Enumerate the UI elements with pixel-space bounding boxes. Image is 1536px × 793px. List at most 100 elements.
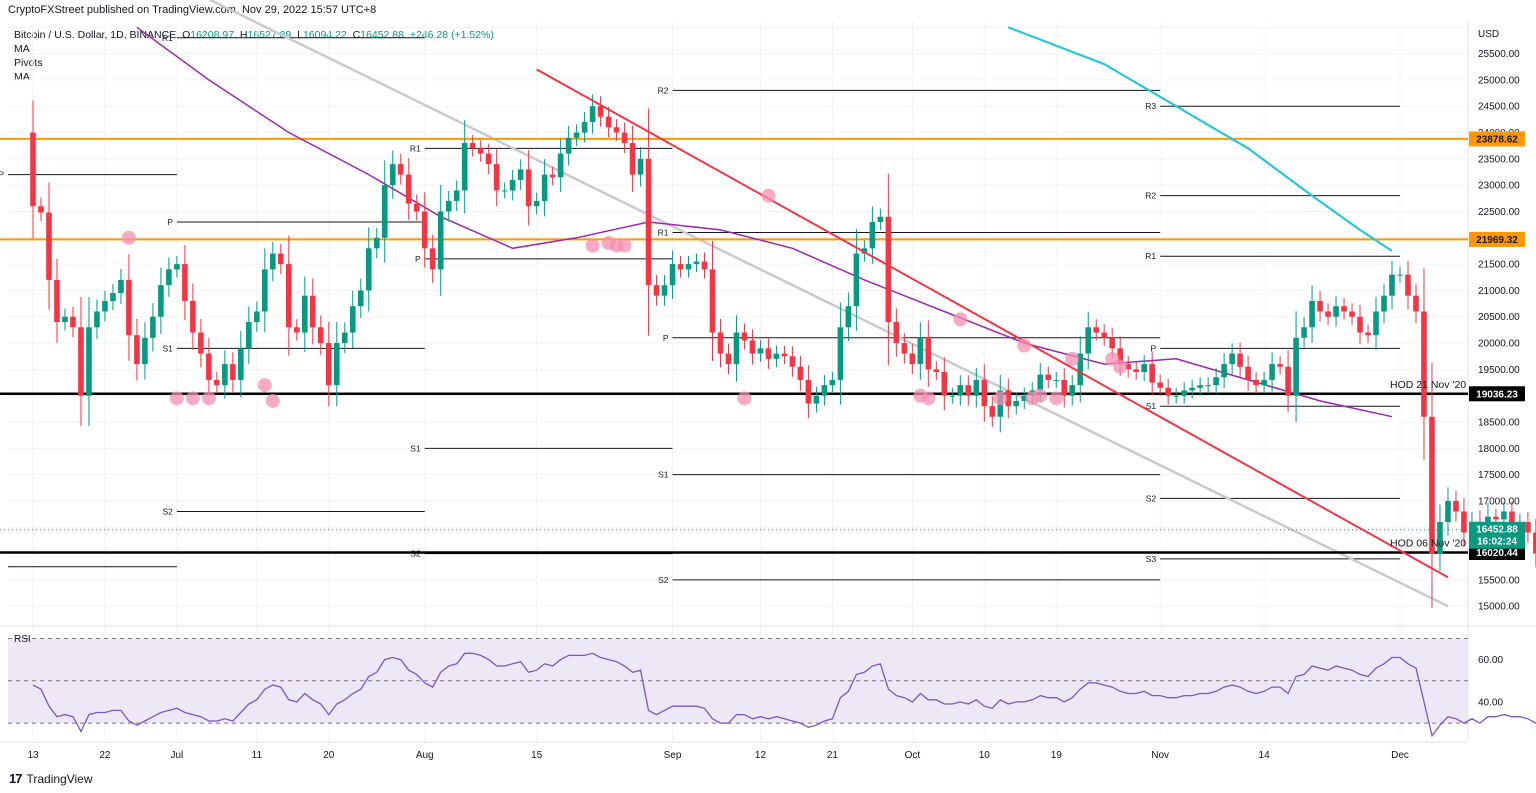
symbol-title[interactable]: Bitcoin / U.S. Dollar, 1D, BINANCE (14, 29, 177, 41)
touch-marker (617, 238, 632, 253)
last-price-tag-label: 16452.88 (1476, 525, 1518, 536)
indicator-pivots[interactable]: Pivots (14, 57, 43, 69)
candle (142, 337, 148, 365)
candle (645, 158, 652, 286)
candle (102, 300, 108, 312)
candle (62, 316, 68, 322)
candle (485, 153, 492, 165)
candle (717, 332, 724, 354)
candle (1509, 511, 1515, 522)
candle (174, 264, 180, 270)
candle (741, 332, 748, 341)
time-tick-label: 22 (99, 750, 111, 761)
pivot-label-p: P (0, 170, 4, 180)
candle (206, 353, 212, 380)
candle (1045, 374, 1052, 380)
candle (1037, 374, 1044, 391)
candle (1181, 390, 1187, 396)
candle (38, 206, 44, 213)
candle (1085, 327, 1092, 354)
candle (989, 406, 996, 417)
candle (773, 353, 780, 359)
annotation-hod-06-nov: HOD 06 Nov '20 (1390, 538, 1466, 550)
candle (605, 116, 612, 128)
candle (1445, 500, 1451, 522)
candle (829, 379, 836, 386)
price-tick-label: 25000.00 (1478, 75, 1520, 86)
candle (1493, 516, 1499, 520)
low-label: L (297, 29, 303, 41)
price-tick-label: 15500.00 (1478, 575, 1520, 586)
open-label: O (182, 29, 191, 41)
candle (1237, 353, 1243, 367)
candle (1021, 395, 1028, 401)
time-tick-label: 13 (27, 750, 39, 761)
time-tick-label: 20 (323, 750, 335, 761)
candle (134, 335, 140, 365)
pivot-label-s2: S2 (1146, 493, 1157, 503)
candle (1261, 379, 1267, 386)
candle (533, 200, 540, 207)
touch-marker (201, 391, 216, 406)
pivot-label-p: P (167, 217, 173, 227)
candle (182, 264, 188, 301)
indicator-ma-1[interactable]: MA (14, 43, 30, 55)
price-axis-tag (1469, 545, 1525, 561)
candle (1501, 511, 1507, 520)
candle (190, 300, 196, 333)
candle (1157, 382, 1163, 388)
candle (1125, 364, 1131, 370)
price-tick-label: 18500.00 (1478, 418, 1520, 429)
touch-marker (121, 230, 136, 245)
candle (1133, 369, 1139, 372)
touch-marker (265, 393, 280, 408)
candle (1253, 379, 1259, 386)
candle (541, 174, 548, 201)
candle (1533, 532, 1536, 554)
candle (94, 311, 100, 328)
tradingview-brand[interactable]: 17 TradingView (9, 771, 93, 786)
candle (1173, 395, 1179, 397)
candle (805, 379, 812, 404)
candle (294, 327, 300, 333)
price-axis-tag-label: 21969.32 (1476, 235, 1518, 246)
touch-marker (1017, 338, 1032, 353)
candle (1069, 385, 1076, 396)
candle (957, 385, 964, 396)
candle (1349, 311, 1355, 317)
candle (278, 253, 284, 265)
candle (1077, 353, 1084, 386)
touch-marker (1033, 388, 1048, 403)
candle (1381, 295, 1387, 312)
candle (1317, 300, 1323, 312)
touch-marker (257, 378, 272, 393)
touch-marker (953, 312, 968, 327)
candle (965, 385, 972, 396)
candle (909, 353, 916, 365)
candle (1221, 364, 1227, 378)
candle (477, 148, 484, 154)
candle (1461, 511, 1467, 533)
candle (270, 253, 276, 270)
candle (597, 106, 604, 117)
ma-line-cyan (1007, 26, 1393, 252)
candle (1061, 379, 1068, 396)
rsi-title: RSI (14, 634, 31, 645)
candle (853, 253, 860, 307)
candle (1309, 300, 1315, 328)
candle (1341, 306, 1347, 312)
candle (469, 143, 476, 149)
candle (1109, 337, 1116, 349)
candle (509, 179, 516, 191)
pivot-label-s3: S3 (1146, 554, 1157, 564)
candle (725, 353, 732, 365)
candle (981, 379, 988, 407)
candle (669, 264, 676, 286)
touch-marker (169, 391, 184, 406)
price-tick-label: 23000.00 (1478, 181, 1520, 192)
pivot-label-p: P (663, 333, 669, 343)
candle (1277, 364, 1283, 367)
candle (1117, 348, 1124, 365)
candle (373, 237, 380, 249)
